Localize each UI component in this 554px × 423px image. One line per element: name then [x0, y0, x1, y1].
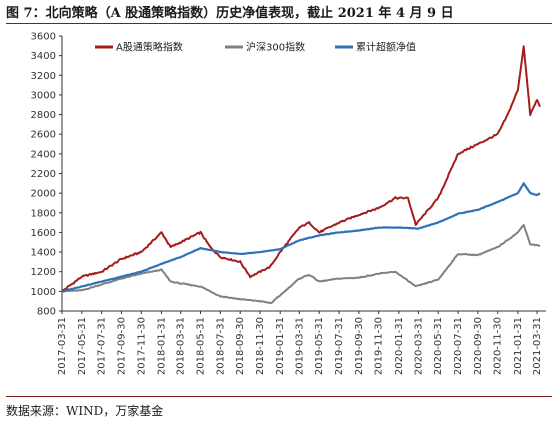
- y-tick-label: 1600: [31, 228, 56, 239]
- y-tick-label: 2600: [31, 130, 56, 141]
- y-tick-label: 2200: [31, 169, 56, 180]
- legend-label-1: A股通策略指数: [116, 41, 183, 54]
- x-tick-label: 2018-09-30: [235, 317, 246, 375]
- bottom-rule: [6, 396, 552, 397]
- y-tick-label: 3400: [31, 51, 56, 62]
- x-tick-label: 2017-11-30: [136, 317, 147, 375]
- y-tick-label: 1400: [31, 248, 56, 259]
- legend: A股通策略指数 沪深300指数 累计超额净值: [95, 41, 416, 54]
- title-rule: [6, 23, 552, 24]
- x-tick-label: 2017-07-31: [97, 317, 108, 375]
- x-axis-ticks: 2017-03-31 2017-05-31 2017-07-31 2017-09-30…: [57, 311, 543, 375]
- x-tick-label: 2021-01-31: [513, 317, 524, 375]
- y-tick-label: 2400: [31, 149, 56, 160]
- x-tick-label: 2019-11-30: [374, 317, 385, 375]
- x-tick-label: 2018-03-31: [176, 317, 187, 375]
- x-tick-label: 2020-07-31: [453, 317, 464, 375]
- y-axis-ticks: 800 1000 1200 1400 1600 1800 2000 2200 2400 2600 2…: [31, 32, 62, 318]
- figure-title: 图 7：北向策略（A 股通策略指数）历史净值表现，截止 2021 年 4 月 9…: [6, 6, 454, 21]
- y-tick-label: 2000: [31, 189, 56, 200]
- y-tick-label: 800: [37, 307, 56, 318]
- source-note: 数据来源：WIND，万家基金: [6, 404, 164, 418]
- x-tick-label: 2018-05-31: [196, 317, 207, 375]
- x-tick-label: 2019-03-31: [294, 317, 305, 375]
- x-tick-label: 2017-05-31: [77, 317, 88, 375]
- y-tick-label: 1000: [31, 287, 56, 298]
- y-tick-label: 3600: [31, 32, 56, 43]
- y-tick-label: 3200: [31, 71, 56, 82]
- legend-label-3: 累计超额净值: [356, 41, 416, 54]
- x-tick-label: 2018-01-31: [157, 317, 168, 375]
- x-tick-label: 2019-07-31: [334, 317, 345, 375]
- x-tick-label: 2019-09-30: [354, 317, 365, 375]
- line-chart: 800 1000 1200 1400 1600 1800 2000 2200 2400 2600 2…: [31, 32, 546, 375]
- x-tick-label: 2020-05-31: [433, 317, 444, 375]
- x-tick-label: 2018-11-30: [255, 317, 266, 375]
- y-tick-label: 1800: [31, 208, 56, 219]
- chart-axes: [61, 36, 546, 312]
- x-tick-label: 2017-03-31: [57, 317, 68, 375]
- series-line-3: [61, 182, 541, 293]
- x-tick-label: 2019-01-31: [275, 317, 286, 375]
- x-tick-label: 2020-03-31: [413, 317, 424, 375]
- x-tick-label: 2019-05-31: [314, 317, 325, 375]
- x-tick-label: 2020-01-31: [394, 317, 405, 375]
- series-line-1: [61, 45, 541, 293]
- y-tick-label: 3000: [31, 90, 56, 101]
- x-tick-label: 2020-11-30: [493, 317, 504, 375]
- legend-label-2: 沪深300指数: [246, 41, 305, 54]
- x-tick-label: 2018-07-31: [215, 317, 226, 375]
- series-line-2: [61, 224, 541, 305]
- x-tick-label: 2017-09-30: [117, 317, 128, 375]
- x-tick-label: 2021-03-31: [532, 317, 543, 375]
- series-lines: [61, 45, 541, 305]
- y-tick-label: 1200: [31, 267, 56, 278]
- x-tick-label: 2020-09-30: [473, 317, 484, 375]
- y-tick-label: 2800: [31, 110, 56, 121]
